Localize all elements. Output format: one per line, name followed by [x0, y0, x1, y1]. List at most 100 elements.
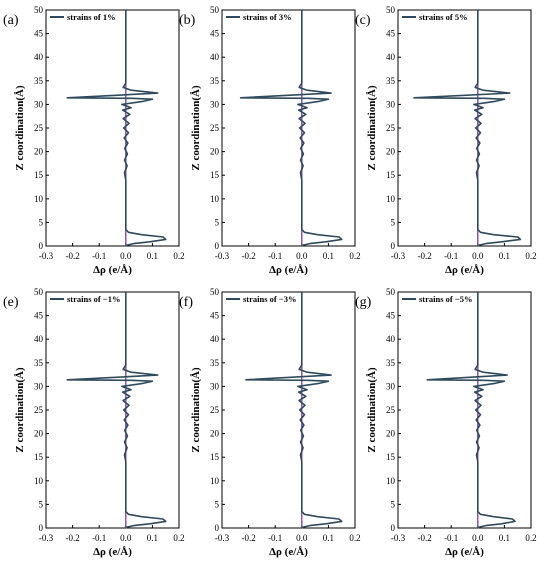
y-tick-label: 30	[386, 381, 396, 391]
y-tick-label: 30	[34, 99, 44, 109]
y-tick-label: 20	[34, 147, 44, 157]
y-tick-label: 10	[210, 194, 220, 204]
y-tick-label: 35	[386, 358, 396, 368]
x-tick-label: -0.1	[92, 533, 106, 543]
x-tick-label: 0.1	[147, 533, 158, 543]
x-tick-label: -0.2	[65, 251, 79, 261]
y-tick-label: 20	[210, 147, 220, 157]
y-tick-label: 25	[34, 123, 44, 133]
y-tick-label: 15	[34, 452, 44, 462]
chart-panel: -0.3 -0.2 -0.1 0.0 0.1 0.2 0 5 10 15 20 25 30 35 40 45 5…	[179, 287, 361, 558]
y-tick-label: 50	[386, 5, 396, 15]
charge-density-line	[239, 10, 343, 247]
y-tick-label: 5	[39, 499, 44, 509]
legend-label: strains of 3%	[243, 12, 292, 22]
y-tick-label: 40	[210, 334, 220, 344]
x-tick-label: 0.1	[323, 533, 334, 543]
x-tick-label: 0.2	[173, 533, 184, 543]
x-tick-label: 0.0	[472, 533, 484, 543]
x-tick-label: 0.1	[499, 251, 510, 261]
y-tick-label: 0	[39, 523, 44, 533]
y-tick-label: 25	[210, 405, 220, 415]
x-tick-label: -0.3	[215, 251, 230, 261]
charge-density-line	[66, 292, 167, 529]
plot-frame	[221, 291, 356, 529]
x-tick-label: -0.3	[391, 251, 406, 261]
plot-frame	[397, 9, 532, 247]
x-tick-label: -0.1	[92, 251, 106, 261]
y-axis-title: Z coordination(Å)	[190, 367, 202, 453]
y-tick-label: 10	[386, 194, 396, 204]
x-axis-title: Δρ (e/Å)	[445, 546, 484, 558]
y-tick-label: 35	[34, 358, 44, 368]
charge-density-line	[413, 10, 522, 247]
x-tick-label: -0.2	[241, 533, 255, 543]
x-tick-label: -0.1	[444, 251, 458, 261]
y-tick-label: 20	[34, 429, 44, 439]
y-tick-label: 0	[215, 241, 220, 251]
y-tick-label: 0	[391, 523, 396, 533]
panel-label: (f)	[179, 295, 193, 310]
y-tick-label: 30	[210, 99, 220, 109]
y-tick-label: 25	[34, 405, 44, 415]
y-tick-label: 15	[386, 452, 396, 462]
x-tick-label: 0.2	[525, 251, 536, 261]
x-tick-label: 0.0	[120, 533, 132, 543]
chart-panel: -0.3 -0.2 -0.1 0.0 0.1 0.2 0 5 10 15 20 25 30 35 40 45 5…	[179, 5, 361, 276]
x-axis-title: Δρ (e/Å)	[269, 546, 308, 558]
chart-panel: -0.3 -0.2 -0.1 0.0 0.1 0.2 0 5 10 15 20 25 30 35 40 45 5…	[3, 5, 185, 276]
chart-panel: -0.3 -0.2 -0.1 0.0 0.1 0.2 0 5 10 15 20 25 30 35 40 45 5…	[3, 287, 185, 558]
x-tick-label: -0.3	[39, 533, 54, 543]
x-tick-label: 0.2	[173, 251, 184, 261]
y-tick-label: 50	[210, 5, 220, 15]
x-tick-label: -0.1	[268, 533, 282, 543]
y-tick-label: 25	[210, 123, 220, 133]
legend-label: strains of −1%	[67, 294, 120, 304]
y-axis-title: Z coordination(Å)	[14, 85, 26, 171]
panel-label: (g)	[355, 295, 372, 310]
y-tick-label: 40	[386, 52, 396, 62]
x-tick-label: 0.1	[499, 533, 510, 543]
x-axis-title: Δρ (e/Å)	[445, 264, 484, 276]
x-axis-title: Δρ (e/Å)	[93, 546, 132, 558]
legend-label: strains of 1%	[67, 12, 116, 22]
legend-label: strains of −3%	[243, 294, 296, 304]
y-tick-label: 45	[34, 29, 44, 39]
legend-label: strains of −5%	[419, 294, 472, 304]
x-tick-label: -0.3	[391, 533, 406, 543]
panel-label: (a)	[3, 13, 19, 28]
y-tick-label: 40	[34, 52, 44, 62]
plot-frame	[221, 9, 356, 247]
y-tick-label: 50	[386, 287, 396, 297]
panel-label: (c)	[355, 13, 371, 28]
y-tick-label: 10	[210, 476, 220, 486]
y-tick-label: 0	[391, 241, 396, 251]
x-tick-label: 0.0	[472, 251, 484, 261]
y-tick-label: 35	[210, 76, 220, 86]
panel-label: (b)	[179, 13, 196, 28]
plot-frame	[45, 9, 180, 247]
y-tick-label: 40	[34, 334, 44, 344]
y-tick-label: 45	[386, 29, 396, 39]
y-axis-title: Z coordination(Å)	[190, 85, 202, 171]
y-tick-label: 50	[34, 5, 44, 15]
x-tick-label: 0.0	[120, 251, 132, 261]
plot-frame	[397, 291, 532, 529]
y-tick-label: 5	[391, 217, 396, 227]
x-tick-label: 0.1	[147, 251, 158, 261]
x-tick-label: 0.2	[349, 251, 360, 261]
x-axis-title: Δρ (e/Å)	[93, 264, 132, 276]
y-tick-label: 10	[386, 476, 396, 486]
y-tick-label: 20	[386, 147, 396, 157]
y-tick-label: 15	[386, 170, 396, 180]
x-tick-label: 0.2	[349, 533, 360, 543]
y-tick-label: 5	[215, 217, 220, 227]
y-tick-label: 5	[391, 499, 396, 509]
y-axis-title: Z coordination(Å)	[14, 367, 26, 453]
panel-label: (e)	[3, 295, 19, 310]
y-tick-label: 45	[386, 311, 396, 321]
charge-density-line	[66, 10, 167, 247]
y-tick-label: 45	[210, 311, 220, 321]
y-tick-label: 0	[215, 523, 220, 533]
